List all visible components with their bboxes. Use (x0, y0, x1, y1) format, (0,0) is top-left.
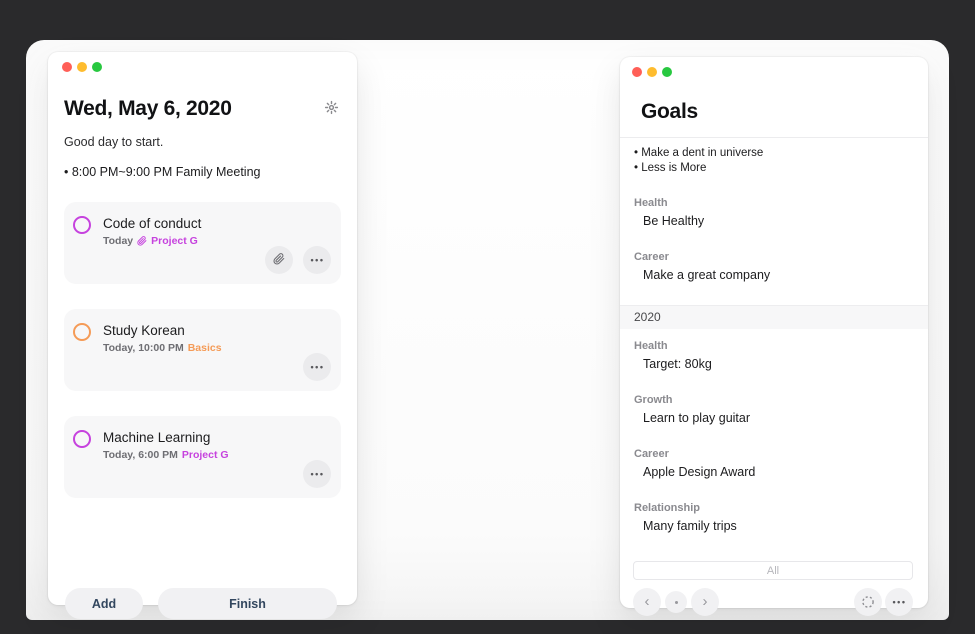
task-due: Today, 10:00 PM (103, 342, 184, 354)
goal-group: Health Target: 80kg (634, 340, 914, 372)
year-section-header: 2020 (620, 305, 928, 329)
agenda-item: • 8:00 PM~9:00 PM Family Meeting (64, 165, 261, 179)
goal-text: Many family trips (643, 519, 737, 533)
goal-group: Career Make a great company (634, 251, 914, 283)
goal-category-label: Health (634, 340, 668, 352)
pager-controls: ‹ › (633, 588, 719, 616)
task-project-tag[interactable]: Project G (151, 235, 198, 247)
task-checkbox[interactable] (73, 323, 91, 341)
goals-bullet-list: • Make a dent in universe • Less is More (634, 146, 914, 176)
more-button[interactable]: ••• (303, 460, 331, 488)
todo-window: Wed, May 6, 2020 Good day to start. • 8:… (48, 52, 357, 619)
goal-bullet: • Make a dent in universe (634, 147, 764, 159)
dashed-circle-icon (861, 595, 875, 609)
zoom-window-button[interactable] (662, 67, 672, 77)
ellipsis-icon: ••• (310, 468, 325, 479)
timer-button[interactable] (854, 588, 882, 616)
task-project-tag[interactable]: Project G (181, 449, 229, 461)
chevron-right-icon: › (702, 592, 708, 610)
task-checkbox[interactable] (73, 430, 91, 448)
goal-text: Learn to play guitar (643, 411, 751, 425)
minimize-window-button[interactable] (77, 62, 87, 72)
page-dot-icon (674, 600, 678, 604)
goal-category-label: Career (634, 251, 669, 263)
task-title: Code of conduct (103, 216, 202, 231)
date-title: Wed, May 6, 2020 (64, 97, 232, 120)
goal-text: Make a great company (643, 268, 771, 282)
goal-text: Be Healthy (643, 214, 705, 228)
task-due: Today (103, 235, 134, 247)
goal-group: Career Apple Design Award (634, 448, 914, 480)
task-title: Study Korean (103, 323, 185, 338)
prev-page-button[interactable]: ‹ (633, 588, 661, 616)
attachment-icon (137, 236, 147, 246)
life-goals-section: Health Be Healthy Career Make a great co… (634, 197, 914, 283)
paperclip-icon (273, 252, 285, 268)
year-goals-section: Health Target: 80kg Growth Learn to play… (634, 340, 914, 534)
filter-all-button[interactable]: All (633, 561, 913, 580)
minimize-window-button[interactable] (647, 67, 657, 77)
goal-category-label: Career (634, 448, 669, 460)
goal-group: Growth Learn to play guitar (634, 394, 914, 426)
task-title: Machine Learning (103, 430, 211, 445)
more-button[interactable]: ••• (885, 588, 913, 616)
goal-category-label: Growth (634, 394, 673, 406)
ellipsis-icon: ••• (310, 254, 325, 265)
footer-actions: ••• (854, 588, 913, 616)
desktop-surface: Wed, May 6, 2020 Good day to start. • 8:… (26, 40, 949, 620)
page-indicator-button[interactable] (665, 591, 687, 613)
settings-button[interactable] (322, 98, 341, 120)
finish-button[interactable]: Finish (158, 588, 337, 619)
goals-title: Goals (641, 100, 698, 123)
next-page-button[interactable]: › (691, 588, 719, 616)
more-button[interactable]: ••• (303, 353, 331, 381)
attachment-button[interactable] (265, 246, 293, 274)
goals-footer: All ‹ › (633, 561, 913, 616)
greeting-text: Good day to start. (64, 135, 164, 149)
goal-category-label: Health (634, 197, 668, 209)
gear-icon (324, 100, 339, 118)
task-card[interactable]: Machine Learning Today, 6:00 PM Project … (64, 416, 341, 498)
task-project-tag[interactable]: Basics (187, 342, 222, 354)
goal-group: Relationship Many family trips (634, 502, 914, 534)
goals-window: Goals • Make a dent in universe • Less i… (620, 57, 928, 616)
goal-bullet: • Less is More (634, 162, 707, 174)
zoom-window-button[interactable] (92, 62, 102, 72)
goal-text: Apple Design Award (643, 465, 756, 479)
task-list: Code of conduct Today Project G (64, 202, 341, 498)
task-due: Today, 6:00 PM (103, 449, 178, 461)
goal-category-label: Relationship (634, 502, 701, 514)
close-window-button[interactable] (632, 67, 642, 77)
task-checkbox[interactable] (73, 216, 91, 234)
title-divider (620, 137, 928, 138)
task-card[interactable]: Code of conduct Today Project G (64, 202, 341, 284)
close-window-button[interactable] (62, 62, 72, 72)
window-controls (48, 52, 357, 72)
window-controls (620, 57, 928, 77)
ellipsis-icon: ••• (892, 596, 907, 607)
chevron-left-icon: ‹ (644, 592, 650, 610)
ellipsis-icon: ••• (310, 361, 325, 372)
goal-group: Health Be Healthy (634, 197, 914, 229)
goal-text: Target: 80kg (643, 357, 712, 371)
task-card[interactable]: Study Korean Today, 10:00 PM Basics ••• (64, 309, 341, 391)
more-button[interactable]: ••• (303, 246, 331, 274)
add-button[interactable]: Add (65, 588, 143, 619)
